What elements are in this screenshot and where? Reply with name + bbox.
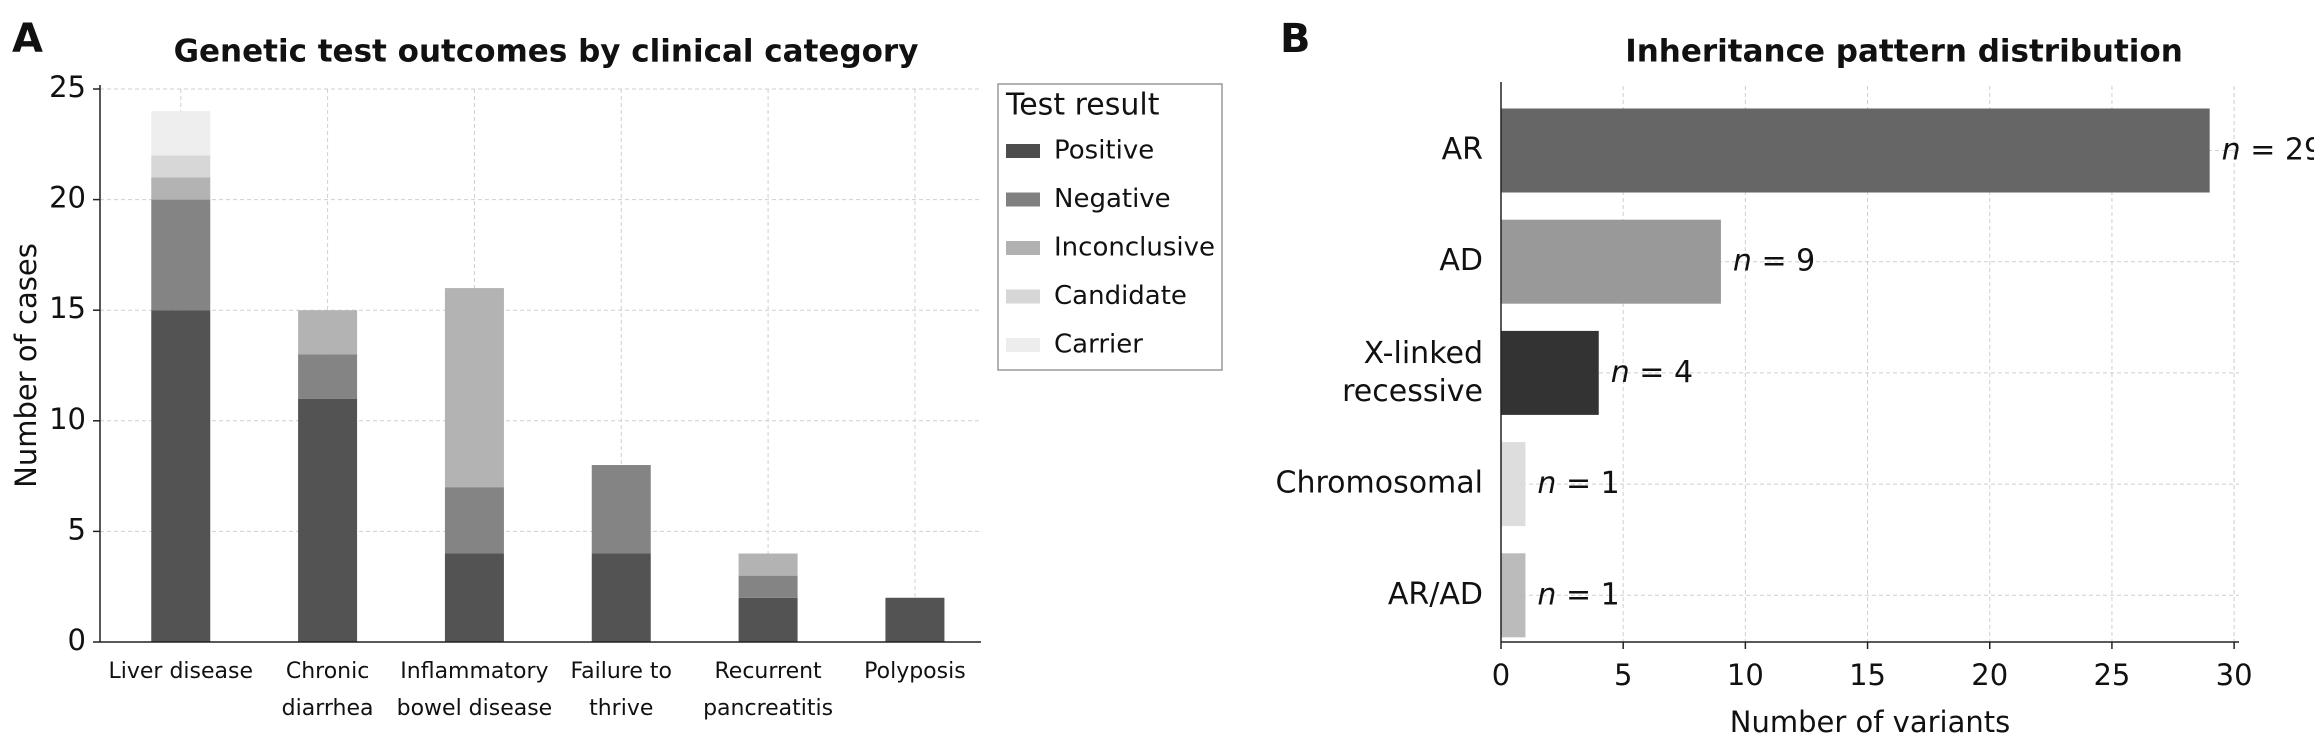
bar-segment bbox=[298, 398, 358, 642]
y-tick-label: 0 bbox=[68, 623, 86, 657]
panel-label: B bbox=[1280, 16, 1311, 62]
legend-label: Carrier bbox=[1054, 330, 1143, 360]
bar-segment bbox=[444, 487, 504, 554]
bar-segment bbox=[151, 199, 211, 311]
y-tick-label: 25 bbox=[49, 70, 86, 104]
y-tick-label: 5 bbox=[68, 512, 86, 546]
bar-segment bbox=[151, 177, 211, 200]
bar bbox=[1501, 553, 1526, 638]
bar-segment bbox=[444, 288, 504, 488]
bar bbox=[1501, 219, 1721, 304]
x-tick-label: Chronic diarrhea bbox=[282, 659, 374, 721]
y-tick-label: 15 bbox=[49, 291, 86, 325]
bar-segment bbox=[151, 155, 211, 178]
legend-swatch bbox=[1006, 338, 1040, 352]
value-label: n = 1 bbox=[1537, 577, 1619, 612]
legend-label: Candidate bbox=[1054, 281, 1187, 311]
x-tick-label: Inflammatory bowel disease bbox=[397, 659, 553, 721]
bar bbox=[1501, 442, 1526, 527]
legend-swatch bbox=[1006, 192, 1040, 207]
x-tick-label: 10 bbox=[1727, 658, 1764, 692]
bar-segment bbox=[444, 553, 504, 642]
y-tick-label: AR bbox=[1442, 132, 1483, 167]
bar-segment bbox=[591, 553, 651, 642]
bar-segment bbox=[591, 465, 651, 554]
x-tick-label: 5 bbox=[1614, 658, 1632, 692]
legend-label: Negative bbox=[1054, 184, 1171, 214]
legend-label: Positive bbox=[1054, 136, 1154, 166]
legend-title: Test result bbox=[1005, 88, 1160, 123]
x-tick-label: 20 bbox=[1971, 658, 2008, 692]
y-tick-label: Chromosomal bbox=[1276, 466, 1484, 501]
chart-title: Inheritance pattern distribution bbox=[1625, 34, 2183, 70]
value-label: n = 4 bbox=[1611, 354, 1693, 389]
value-label: n = 9 bbox=[1733, 243, 1815, 278]
bar bbox=[1501, 330, 1599, 415]
panel-label: A bbox=[12, 16, 43, 62]
y-tick-label: AD bbox=[1439, 243, 1483, 278]
legend-label: Inconclusive bbox=[1054, 233, 1215, 263]
x-tick-label: 25 bbox=[2093, 658, 2130, 692]
x-axis-label: Number of variants bbox=[1730, 705, 2010, 739]
chart-title: Genetic test outcomes by clinical catego… bbox=[174, 34, 919, 70]
bar-segment bbox=[738, 597, 798, 642]
y-tick-label: 20 bbox=[49, 181, 86, 215]
bar-segment bbox=[298, 354, 358, 399]
legend-swatch bbox=[1006, 241, 1040, 255]
y-tick-label: 10 bbox=[49, 402, 86, 436]
legend-swatch bbox=[1006, 289, 1040, 304]
x-tick-label: 30 bbox=[2216, 658, 2253, 692]
x-tick-label: Polyposis bbox=[864, 659, 966, 684]
value-label: n = 1 bbox=[1537, 466, 1619, 501]
bar-segment bbox=[885, 597, 945, 642]
bar-segment bbox=[298, 310, 358, 355]
bar-segment bbox=[738, 553, 798, 576]
bar bbox=[1501, 108, 2210, 193]
bar-segment bbox=[151, 310, 211, 642]
x-tick-label: 0 bbox=[1492, 658, 1510, 692]
x-tick-label: Liver disease bbox=[109, 659, 254, 684]
y-tick-label: AR/AD bbox=[1388, 577, 1483, 612]
x-tick-label: Recurrent pancreatitis bbox=[703, 659, 833, 721]
legend-swatch bbox=[1006, 144, 1040, 158]
x-tick-label: Failure to thrive bbox=[571, 659, 672, 721]
x-tick-label: 15 bbox=[1849, 658, 1886, 692]
y-axis-label: Number of cases bbox=[9, 243, 43, 488]
bar-segment bbox=[151, 111, 211, 156]
y-tick-label: X-linked recessive bbox=[1342, 335, 1483, 408]
legend-box bbox=[997, 83, 1223, 371]
value-label: n = 29 bbox=[2222, 132, 2314, 167]
bar-segment bbox=[738, 575, 798, 598]
